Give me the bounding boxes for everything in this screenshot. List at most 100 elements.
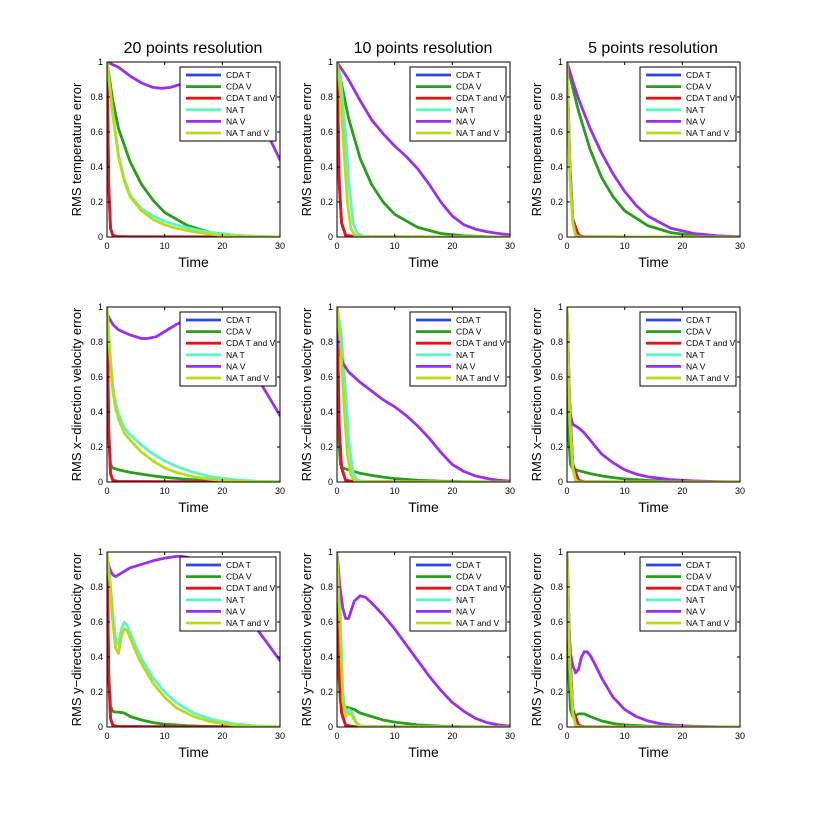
series-line-na-v	[567, 307, 740, 482]
y-tick-label: 0.8	[90, 92, 103, 102]
y-tick-label: 0.2	[90, 442, 103, 452]
axes-box	[336, 551, 511, 728]
legend-entry: NA T and V	[456, 618, 499, 628]
legend-entry: CDA T and V	[686, 583, 736, 593]
column-title-2: 10 points resolution	[354, 40, 493, 57]
x-axis-label: Time	[408, 744, 439, 760]
y-tick-label: 0.4	[90, 652, 103, 662]
series-line-na-t-and-v	[337, 552, 510, 727]
x-tick-label: 0	[334, 731, 339, 741]
x-tick-label: 0	[334, 486, 339, 496]
y-tick-label: 0.4	[550, 407, 563, 417]
y-tick-label: 0.6	[90, 372, 103, 382]
y-tick-label: 1	[558, 547, 563, 557]
legend-entry: CDA T and V	[456, 93, 506, 103]
y-tick-label: 0	[328, 232, 333, 242]
column-title-1: 20 points resolution	[124, 40, 263, 57]
y-axis-label: RMS y−direction velocity error	[69, 552, 84, 726]
y-tick-label: 0.6	[550, 127, 563, 137]
y-tick-label: 0.2	[550, 687, 563, 697]
legend-entry: CDA V	[226, 82, 252, 92]
x-tick-label: 30	[735, 486, 745, 496]
y-tick-label: 0.6	[320, 372, 333, 382]
legend-entry: NA V	[226, 116, 246, 126]
y-tick-label: 0.4	[320, 652, 333, 662]
axes-box	[566, 61, 741, 238]
legend-entry: CDA T and V	[686, 338, 736, 348]
y-tick-label: 0.4	[320, 162, 333, 172]
y-axis-label: RMS y−direction velocity error	[299, 552, 314, 726]
legend-entry: NA T and V	[686, 618, 729, 628]
y-tick-label: 1	[558, 302, 563, 312]
series-line-na-t-and-v	[107, 62, 280, 237]
y-tick-label: 0.2	[320, 197, 333, 207]
x-tick-label: 0	[104, 731, 109, 741]
x-axis-label: Time	[178, 744, 209, 760]
y-tick-label: 0.8	[320, 92, 333, 102]
y-tick-label: 0.6	[550, 617, 563, 627]
legend-box	[179, 556, 277, 632]
legend-entry: CDA V	[456, 572, 482, 582]
y-tick-label: 0	[98, 232, 103, 242]
axes-box	[106, 551, 281, 728]
series-line-na-v	[337, 552, 510, 727]
y-tick-label: 0	[328, 477, 333, 487]
legend-entry: CDA T and V	[456, 338, 506, 348]
legend-entry: CDA T	[456, 315, 481, 325]
legend-entry: NA V	[686, 606, 706, 616]
x-tick-label: 30	[275, 731, 285, 741]
y-tick-label: 0.6	[90, 617, 103, 627]
legend-entry: NA T and V	[226, 373, 269, 383]
column-title-3: 5 points resolution	[588, 40, 718, 57]
y-tick-label: 0	[328, 722, 333, 732]
x-tick-label: 20	[217, 486, 227, 496]
axes-box	[336, 61, 511, 238]
y-axis-label: RMS x−direction velocity error	[529, 307, 544, 481]
panel-r2-c1: 0 10 20 30 0 0.2 0.4 0.6 0.8 1 Time RMS x−direction…	[69, 302, 285, 515]
y-tick-label: 0.6	[320, 127, 333, 137]
x-tick-label: 0	[104, 486, 109, 496]
x-axis-label: Time	[408, 254, 439, 270]
x-axis-label: Time	[638, 744, 669, 760]
series-lines	[107, 62, 280, 237]
legend-entry: CDA T	[226, 70, 251, 80]
legend-entry: NA T and V	[226, 128, 269, 138]
legend-entry: CDA T	[686, 315, 711, 325]
panel-r2-c3: 0 10 20 30 0 0.2 0.4 0.6 0.8 1 Time RMS x−direction…	[529, 302, 745, 515]
x-tick-label: 0	[564, 486, 569, 496]
x-axis-label: Time	[638, 499, 669, 515]
y-axis-label: RMS y−direction velocity error	[529, 552, 544, 726]
y-tick-label: 0.8	[90, 582, 103, 592]
x-tick-label: 0	[564, 241, 569, 251]
y-tick-label: 0	[558, 722, 563, 732]
legend-entry: CDA T and V	[226, 338, 276, 348]
legend-entry: NA V	[456, 606, 476, 616]
legend-entry: CDA T and V	[456, 583, 506, 593]
legend-entry: CDA V	[456, 82, 482, 92]
legend-box	[409, 66, 507, 142]
x-tick-label: 10	[620, 731, 630, 741]
y-tick-label: 0	[558, 232, 563, 242]
legend-box	[409, 556, 507, 632]
x-axis-label: Time	[408, 499, 439, 515]
axes-box	[566, 551, 741, 728]
y-tick-label: 0.6	[550, 372, 563, 382]
legend-entry: CDA T and V	[226, 93, 276, 103]
legend-entry: NA T	[226, 350, 245, 360]
y-tick-label: 0.2	[320, 442, 333, 452]
y-tick-label: 1	[558, 57, 563, 67]
y-tick-label: 0	[98, 722, 103, 732]
y-tick-label: 0	[98, 477, 103, 487]
x-tick-label: 10	[620, 486, 630, 496]
legend-entry: NA T and V	[686, 373, 729, 383]
panel-r2-c2: 0 10 20 30 0 0.2 0.4 0.6 0.8 1 Time RMS x−direction…	[299, 302, 515, 515]
legend-entry: NA T	[686, 350, 705, 360]
legend-entry: NA V	[456, 116, 476, 126]
